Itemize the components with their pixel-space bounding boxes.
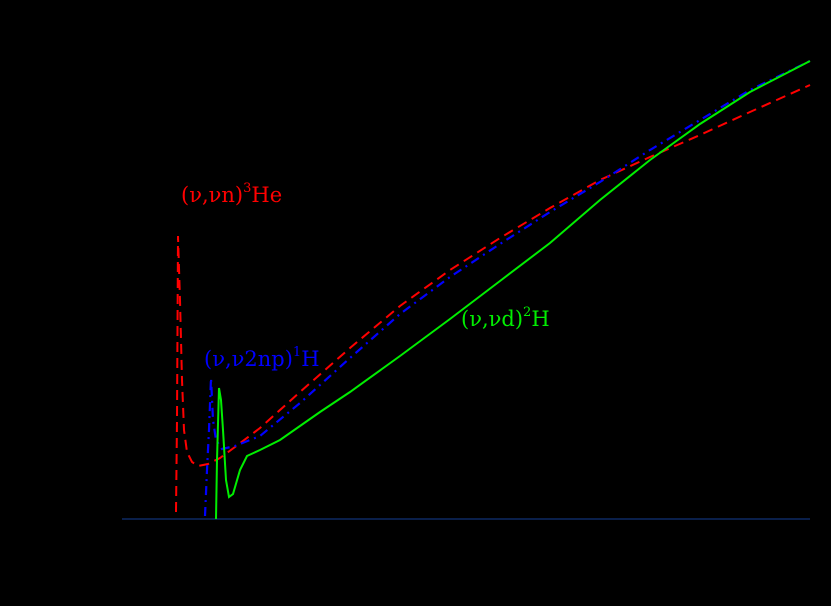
label-h1: (ν,ν2np)1H	[204, 345, 320, 371]
label-h2: (ν,νd)2H	[461, 305, 550, 331]
label-he3: (ν,νn)3He	[181, 181, 283, 207]
label-h2-sup: 2	[523, 305, 532, 320]
label-h1-main: (ν,ν2np)	[204, 347, 293, 371]
curve-h1	[203, 60, 811, 517]
label-he3-tail: He	[251, 183, 283, 207]
curve-h2	[215, 60, 811, 520]
label-h1-tail: H	[301, 347, 320, 371]
label-h2-tail: H	[531, 307, 550, 331]
label-he3-main: (ν,νn)	[181, 183, 244, 207]
label-h1-sup: 1	[292, 345, 302, 360]
label-he3-sup: 3	[243, 181, 252, 196]
label-h2-main: (ν,νd)	[461, 307, 524, 331]
